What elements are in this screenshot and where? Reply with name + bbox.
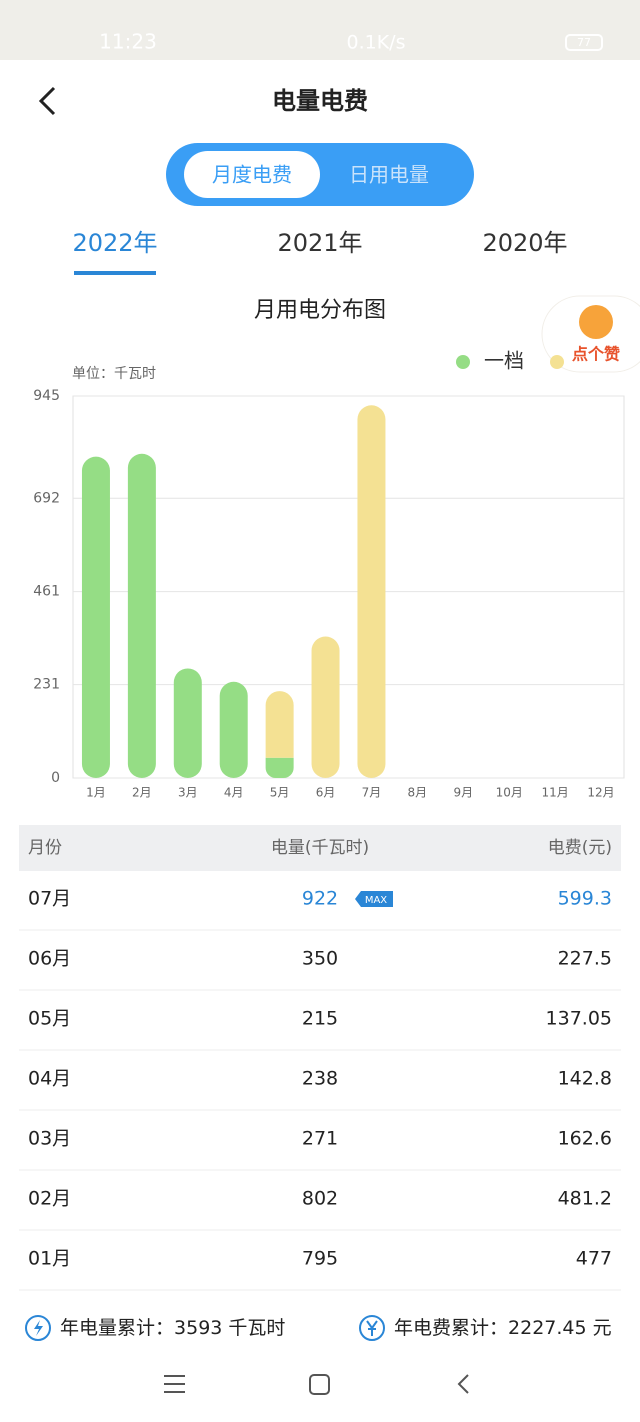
label: 年电费累计： — [394, 1317, 508, 1339]
month-cell: 07月 — [28, 888, 71, 910]
bar-segment — [311, 636, 340, 778]
month-cell: 06月 — [28, 948, 71, 970]
tab[interactable]: 日用电量 — [349, 163, 429, 187]
fee-cell: 142.8 — [558, 1068, 612, 1090]
bar-segment — [265, 691, 294, 758]
energy-cell: 922 — [302, 888, 338, 910]
x-tick-label: 11月 — [541, 786, 568, 800]
energy-cell: 271 — [302, 1128, 338, 1150]
y-tick-label: 692 — [33, 490, 60, 506]
month-cell: 03月 — [28, 1128, 71, 1150]
legend-dot — [456, 355, 470, 369]
fee-cell: 481.2 — [558, 1188, 612, 1210]
max-badge-text: MAX — [365, 895, 387, 906]
y-tick-label: 945 — [33, 388, 60, 404]
energy-total: 年电量累计：3593 千瓦时 — [60, 1317, 285, 1339]
battery-icon — [565, 34, 603, 51]
x-tick-label: 1月 — [86, 786, 106, 800]
month-cell: 05月 — [28, 1008, 71, 1030]
x-tick-label: 6月 — [316, 786, 336, 800]
month-cell: 04月 — [28, 1068, 71, 1090]
table-header-cell: 月份 — [28, 838, 62, 858]
fee-cell: 162.6 — [558, 1128, 612, 1150]
fee-icon — [359, 1315, 385, 1341]
energy-cell: 795 — [302, 1248, 338, 1270]
energy-cell: 802 — [302, 1188, 338, 1210]
like-text: 点个赞 — [572, 345, 620, 364]
energy-cell: 350 — [302, 948, 338, 970]
fee-cell: 227.5 — [558, 948, 612, 970]
like-emoji — [579, 305, 613, 339]
tab-active-bg — [184, 151, 320, 198]
bar-segment — [357, 405, 386, 778]
max-badge — [355, 891, 393, 907]
legend-dot — [550, 355, 564, 369]
x-tick-label: 4月 — [224, 786, 244, 800]
nav-menu[interactable] — [164, 1375, 185, 1393]
bar-segment — [219, 681, 248, 778]
nav-back[interactable] — [457, 1374, 469, 1394]
x-tick-label: 12月 — [587, 786, 614, 800]
x-tick-label: 9月 — [453, 786, 473, 800]
x-tick-label: 5月 — [270, 786, 290, 800]
fee-cell: 137.05 — [546, 1008, 612, 1030]
y-tick-label: 461 — [33, 584, 60, 600]
battery-level: 77 — [577, 36, 591, 49]
x-tick-label: 3月 — [178, 786, 198, 800]
x-tick-label: 2月 — [132, 786, 152, 800]
year-tab[interactable]: 2022年 — [72, 229, 157, 257]
bar-segment — [127, 453, 156, 778]
table-body: 07月 922 599.3 MAX 06月 350 227.5 05月 215 137.05 04月… — [19, 888, 621, 1291]
fee-cell: 477 — [576, 1248, 612, 1270]
fee-icon-yen — [366, 1320, 378, 1336]
value: 2227.45 — [508, 1317, 587, 1339]
status-time: 11:23 — [99, 30, 157, 54]
year-underline — [74, 271, 156, 275]
unit: 千瓦时 — [228, 1317, 285, 1339]
chart-title: 月用电分布图 — [254, 298, 386, 323]
status-bar — [0, 0, 640, 60]
table-header-cell: 电费(元) — [548, 838, 612, 858]
back-button[interactable] — [38, 86, 56, 116]
tab[interactable]: 月度电费 — [212, 163, 292, 187]
table-header-cell: 电量(千瓦时) — [271, 838, 369, 858]
energy-icon — [25, 1315, 51, 1341]
status-speed: 0.1K/s — [347, 32, 406, 54]
unit-label: 单位：千瓦时 — [72, 366, 156, 382]
x-tick-label: 8月 — [408, 786, 428, 800]
bar-segment — [173, 668, 202, 778]
x-tick-label: 7月 — [362, 786, 382, 800]
page-title: 电量电费 — [272, 87, 368, 115]
year-tab[interactable]: 2021年 — [277, 229, 362, 257]
year-tab[interactable]: 2020年 — [482, 229, 567, 257]
y-tick-label: 231 — [33, 677, 60, 693]
energy-cell: 215 — [302, 1008, 338, 1030]
month-cell: 02月 — [28, 1188, 71, 1210]
x-tick-label: 10月 — [496, 786, 523, 800]
bar-segment — [81, 456, 110, 778]
unit: 元 — [593, 1317, 612, 1339]
fee-cell: 599.3 — [558, 888, 612, 910]
fee-total: 年电费累计：2227.45 元 — [394, 1317, 612, 1339]
y-tick-label: 0 — [51, 770, 60, 786]
chart: 0 231 461 692 945 1月 2月 3月 4月 5月 6月 7月 8月 9月 10月 11月 12月 — [33, 388, 625, 800]
nav-home[interactable] — [309, 1374, 330, 1395]
table-header — [19, 825, 621, 871]
legend: 一档 — [456, 349, 564, 373]
bar-segment — [265, 757, 294, 778]
energy-icon-bolt — [34, 1320, 43, 1336]
label: 年电量累计： — [60, 1317, 174, 1339]
energy-cell: 238 — [302, 1068, 338, 1090]
month-cell: 01月 — [28, 1248, 71, 1270]
legend-label: 一档 — [484, 349, 524, 373]
value: 3593 — [174, 1317, 222, 1339]
